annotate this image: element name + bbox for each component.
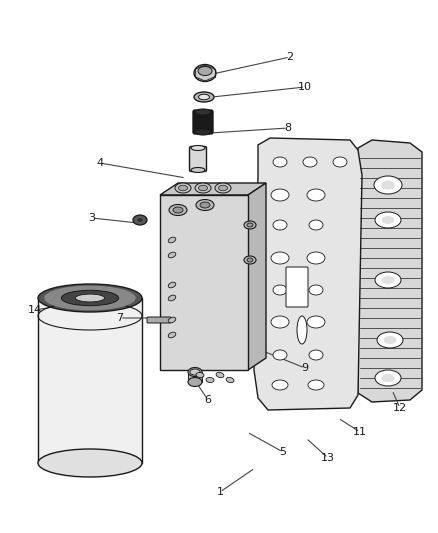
Ellipse shape <box>188 377 202 386</box>
Text: 5: 5 <box>279 447 286 457</box>
Ellipse shape <box>179 185 187 191</box>
Ellipse shape <box>195 129 211 135</box>
FancyBboxPatch shape <box>190 147 206 172</box>
Text: 8: 8 <box>284 123 292 133</box>
Text: 6: 6 <box>205 395 212 405</box>
Ellipse shape <box>196 199 214 211</box>
Ellipse shape <box>375 212 401 228</box>
Text: 2: 2 <box>286 52 293 62</box>
Ellipse shape <box>273 285 287 295</box>
Ellipse shape <box>44 286 136 310</box>
Ellipse shape <box>272 380 288 390</box>
Ellipse shape <box>307 316 325 328</box>
Text: 1: 1 <box>216 487 223 497</box>
Ellipse shape <box>297 316 307 344</box>
Ellipse shape <box>190 369 200 375</box>
Ellipse shape <box>168 237 176 243</box>
FancyBboxPatch shape <box>286 267 308 307</box>
Ellipse shape <box>61 290 119 306</box>
Ellipse shape <box>307 189 325 201</box>
Ellipse shape <box>374 176 402 194</box>
Ellipse shape <box>333 157 347 167</box>
Ellipse shape <box>173 207 183 213</box>
Ellipse shape <box>198 94 209 100</box>
Ellipse shape <box>226 377 234 383</box>
Polygon shape <box>188 372 202 382</box>
Ellipse shape <box>191 167 205 173</box>
Ellipse shape <box>194 92 214 102</box>
Ellipse shape <box>375 370 401 386</box>
Ellipse shape <box>168 317 176 323</box>
Text: 11: 11 <box>353 427 367 437</box>
Text: 10: 10 <box>298 82 312 92</box>
Ellipse shape <box>137 217 144 222</box>
Ellipse shape <box>303 157 317 167</box>
Ellipse shape <box>247 223 253 227</box>
Ellipse shape <box>38 284 142 312</box>
Text: 13: 13 <box>321 453 335 463</box>
Ellipse shape <box>309 350 323 360</box>
Ellipse shape <box>216 373 224 377</box>
FancyBboxPatch shape <box>147 317 171 323</box>
Ellipse shape <box>169 205 187 215</box>
Text: 12: 12 <box>393 403 407 413</box>
Ellipse shape <box>198 67 212 76</box>
Text: 7: 7 <box>117 313 124 323</box>
Ellipse shape <box>307 252 325 264</box>
Ellipse shape <box>75 294 105 302</box>
Ellipse shape <box>244 256 256 264</box>
Polygon shape <box>38 298 142 463</box>
Ellipse shape <box>309 220 323 230</box>
Ellipse shape <box>168 252 176 258</box>
Ellipse shape <box>375 272 401 288</box>
Polygon shape <box>160 183 266 195</box>
Ellipse shape <box>168 332 176 338</box>
Ellipse shape <box>247 258 253 262</box>
Ellipse shape <box>308 380 324 390</box>
Polygon shape <box>358 140 422 402</box>
Ellipse shape <box>38 449 142 477</box>
Ellipse shape <box>168 295 176 301</box>
Ellipse shape <box>273 157 287 167</box>
Polygon shape <box>160 195 248 370</box>
Text: 9: 9 <box>301 363 308 373</box>
FancyBboxPatch shape <box>193 110 213 134</box>
Ellipse shape <box>381 374 395 382</box>
Ellipse shape <box>381 181 395 190</box>
Ellipse shape <box>219 185 227 191</box>
Polygon shape <box>248 183 266 370</box>
Ellipse shape <box>196 373 204 377</box>
Ellipse shape <box>195 183 211 193</box>
Ellipse shape <box>384 336 396 344</box>
Ellipse shape <box>381 276 395 284</box>
Text: 14: 14 <box>28 305 42 315</box>
Ellipse shape <box>175 183 191 193</box>
Text: 3: 3 <box>88 213 95 223</box>
Ellipse shape <box>188 367 202 376</box>
Ellipse shape <box>309 285 323 295</box>
Ellipse shape <box>381 216 395 224</box>
Ellipse shape <box>271 189 289 201</box>
Ellipse shape <box>194 64 216 82</box>
Ellipse shape <box>200 202 210 208</box>
Ellipse shape <box>273 350 287 360</box>
Ellipse shape <box>133 215 147 225</box>
Ellipse shape <box>195 109 211 115</box>
Ellipse shape <box>271 252 289 264</box>
Polygon shape <box>254 138 362 410</box>
Ellipse shape <box>206 377 214 383</box>
Ellipse shape <box>244 221 256 229</box>
Ellipse shape <box>377 332 403 348</box>
Ellipse shape <box>271 316 289 328</box>
Text: 4: 4 <box>96 158 103 168</box>
Ellipse shape <box>198 185 208 191</box>
Ellipse shape <box>191 146 205 150</box>
Ellipse shape <box>215 183 231 193</box>
Ellipse shape <box>168 282 176 288</box>
Ellipse shape <box>273 220 287 230</box>
